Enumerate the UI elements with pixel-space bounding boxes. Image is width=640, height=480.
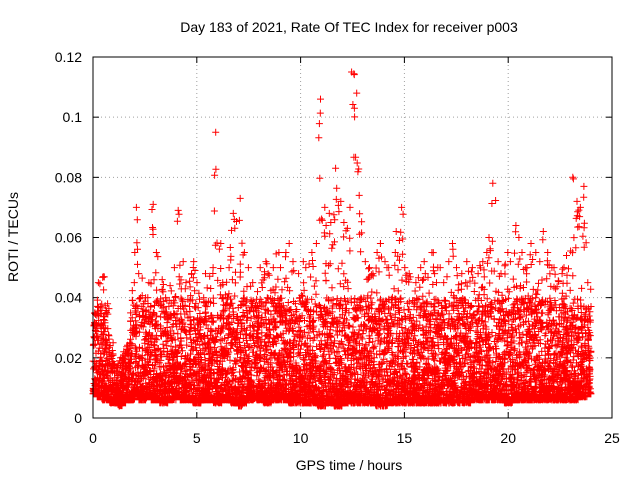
scatter-point-group <box>480 179 525 407</box>
scatter-point-group <box>513 228 562 404</box>
scatter-point-group <box>338 68 383 410</box>
scatter-point-group <box>371 203 421 410</box>
x-tick-label: 5 <box>193 430 201 446</box>
y-tick-label: 0.04 <box>55 290 82 306</box>
scatter-point-group <box>230 194 275 410</box>
y-tick-label: 0.06 <box>55 230 82 246</box>
x-axis-label: GPS time / hours <box>296 457 403 473</box>
chart-title: Day 183 of 2021, Rate Of TEC Index for r… <box>180 19 518 35</box>
scatter-point-group <box>550 173 595 404</box>
axis-ticks: 0 5 10 15 20 25 0 0.02 0.04 0.06 0.08 0.1 0.12 <box>55 49 620 446</box>
plot-frame <box>92 56 613 419</box>
scatter-point-group <box>160 206 205 407</box>
y-tick-label: 0.02 <box>55 350 82 366</box>
scatter-point-group <box>301 95 346 410</box>
scatter-point-group <box>409 249 454 407</box>
y-tick-label: 0.1 <box>63 109 83 125</box>
x-tick-label: 20 <box>500 430 516 446</box>
y-tick-label: 0.12 <box>55 49 82 65</box>
x-tick-label: 15 <box>397 430 413 446</box>
x-tick-label: 10 <box>293 430 309 446</box>
scatter-point-group <box>193 128 242 407</box>
x-tick-label: 0 <box>89 430 97 446</box>
x-tick-label: 25 <box>604 430 620 446</box>
y-tick-label: 0.08 <box>55 169 82 185</box>
y-tick-label: 0 <box>74 410 82 426</box>
y-axis-label: ROTI / TECUs <box>5 192 21 282</box>
scatter-point-group <box>122 200 172 407</box>
data-points <box>89 68 595 410</box>
